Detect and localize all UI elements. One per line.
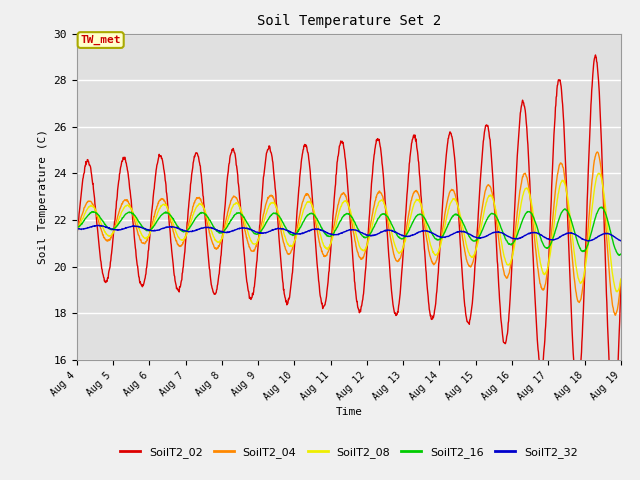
SoilT2_08 xyxy=(617,276,625,282)
SoilT2_04 xyxy=(432,258,440,264)
SoilT2_32 xyxy=(433,233,440,239)
SoilT2_02 xyxy=(617,284,625,289)
SoilT2_08 xyxy=(287,242,294,248)
Line: SoilT2_04: SoilT2_04 xyxy=(77,152,621,315)
SoilT2_16 xyxy=(193,214,201,219)
SoilT2_16 xyxy=(432,236,440,242)
SoilT2_08 xyxy=(522,186,529,192)
SoilT2_08 xyxy=(432,252,440,258)
SoilT2_02 xyxy=(432,296,440,302)
SoilT2_32 xyxy=(569,231,577,237)
SoilT2_16 xyxy=(568,222,576,228)
SoilT2_16 xyxy=(522,211,529,216)
Legend: SoilT2_02, SoilT2_04, SoilT2_08, SoilT2_16, SoilT2_32: SoilT2_02, SoilT2_04, SoilT2_08, SoilT2_… xyxy=(116,443,582,462)
SoilT2_16 xyxy=(617,251,625,257)
SoilT2_04 xyxy=(593,149,601,155)
SoilT2_04 xyxy=(287,251,294,256)
SoilT2_04 xyxy=(612,312,620,318)
Line: SoilT2_08: SoilT2_08 xyxy=(77,173,621,292)
SoilT2_32 xyxy=(193,227,201,232)
Text: TW_met: TW_met xyxy=(81,35,121,45)
SoilT2_02 xyxy=(591,52,599,58)
SoilT2_02 xyxy=(610,414,618,420)
SoilT2_04 xyxy=(617,277,625,283)
SoilT2_08 xyxy=(614,289,621,295)
SoilT2_02 xyxy=(73,233,81,239)
SoilT2_02 xyxy=(568,335,576,341)
Line: SoilT2_16: SoilT2_16 xyxy=(77,207,621,255)
SoilT2_32 xyxy=(300,230,308,236)
SoilT2_04 xyxy=(522,171,529,177)
SoilT2_16 xyxy=(73,225,81,231)
SoilT2_04 xyxy=(568,257,576,263)
SoilT2_32 xyxy=(522,232,530,238)
SoilT2_08 xyxy=(300,207,307,213)
SoilT2_32 xyxy=(585,238,593,244)
SoilT2_32 xyxy=(287,229,294,235)
SoilT2_08 xyxy=(568,235,576,240)
Title: Soil Temperature Set 2: Soil Temperature Set 2 xyxy=(257,14,441,28)
SoilT2_16 xyxy=(300,218,307,224)
X-axis label: Time: Time xyxy=(335,407,362,417)
Line: SoilT2_02: SoilT2_02 xyxy=(77,55,621,417)
SoilT2_04 xyxy=(73,228,81,234)
SoilT2_32 xyxy=(73,226,81,232)
SoilT2_32 xyxy=(617,238,625,244)
SoilT2_08 xyxy=(595,170,602,176)
SoilT2_02 xyxy=(300,146,307,152)
SoilT2_16 xyxy=(598,204,605,210)
SoilT2_02 xyxy=(522,111,529,117)
SoilT2_32 xyxy=(95,222,102,228)
SoilT2_04 xyxy=(300,196,307,202)
SoilT2_04 xyxy=(193,196,201,202)
SoilT2_02 xyxy=(287,288,294,294)
SoilT2_16 xyxy=(616,252,623,258)
Y-axis label: Soil Temperature (C): Soil Temperature (C) xyxy=(38,129,48,264)
SoilT2_02 xyxy=(193,150,201,156)
SoilT2_08 xyxy=(193,204,201,209)
Line: SoilT2_32: SoilT2_32 xyxy=(77,225,621,241)
SoilT2_16 xyxy=(287,231,294,237)
SoilT2_08 xyxy=(73,228,81,234)
